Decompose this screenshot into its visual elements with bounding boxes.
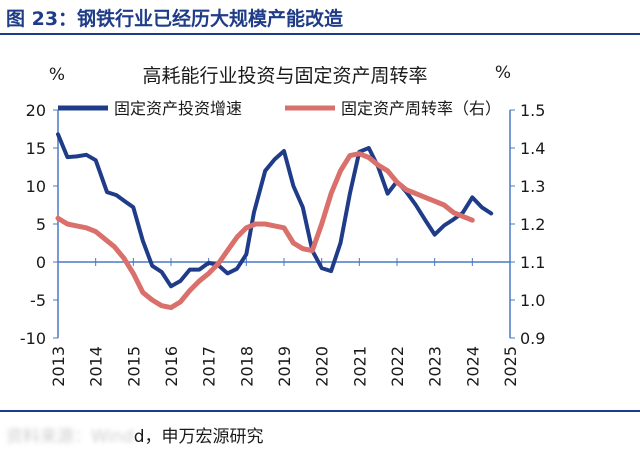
- legend: 固定资产投资增速 固定资产周转率（右）: [58, 99, 501, 118]
- left-tick-label: 20: [26, 101, 46, 120]
- x-tick-label: 2018: [237, 346, 256, 387]
- x-tick-label: 2023: [426, 346, 445, 387]
- figure-title: 图 23：钢铁行业已经历大规模产能改造: [6, 8, 344, 30]
- right-axis-unit: %: [495, 63, 511, 83]
- chart-title: 高耗能行业投资与固定资产周转率: [142, 65, 427, 87]
- left-tick-label: -10: [20, 329, 46, 348]
- x-tick-label: 2025: [501, 346, 520, 387]
- right-tick-label: 0.9: [520, 329, 545, 348]
- series-line-turnover: [55, 151, 475, 311]
- left-tick-label: 5: [36, 215, 46, 234]
- series-line-investment: [56, 132, 494, 289]
- x-tick-label: 2015: [124, 346, 143, 387]
- x-tick-label: 2013: [49, 346, 68, 387]
- left-tick-label: 15: [26, 139, 46, 158]
- right-tick-label: 1.1: [520, 253, 545, 272]
- x-tick-label: 2022: [388, 346, 407, 387]
- left-tick-label: -5: [30, 291, 46, 310]
- legend-label-turnover: 固定资产周转率（右）: [341, 99, 501, 118]
- left-tick-label: 10: [26, 177, 46, 196]
- top-divider: [0, 33, 640, 35]
- x-tick-label: 2017: [200, 346, 219, 387]
- bottom-divider: [0, 410, 640, 412]
- chart-svg: 高耗能行业投资与固定资产周转率 % % 固定资产投资增速 固定资产周转率（右） …: [20, 63, 546, 387]
- series-group: [55, 132, 494, 311]
- source-obscured: 资料来源：Wind: [6, 427, 134, 447]
- right-tick-label: 1.0: [520, 291, 545, 310]
- x-tick-label: 2019: [275, 346, 294, 387]
- x-tick-label: 2020: [313, 346, 332, 387]
- x-tick-label: 2016: [162, 346, 181, 387]
- right-tick-label: 1.4: [520, 139, 545, 158]
- x-tick-label: 2014: [87, 346, 106, 387]
- right-tick-label: 1.5: [520, 101, 545, 120]
- x-tick-label: 2021: [350, 346, 369, 387]
- right-tick-label: 1.2: [520, 215, 545, 234]
- legend-label-investment: 固定资产投资增速: [114, 99, 242, 118]
- x-tick-label: 2024: [463, 346, 482, 387]
- right-tick-label: 1.3: [520, 177, 545, 196]
- left-axis-unit: %: [49, 65, 65, 85]
- source-text: d，申万宏源研究: [133, 427, 264, 447]
- left-tick-label: 0: [36, 253, 46, 272]
- source-note: 资料来源：Windd，申万宏源研究: [6, 422, 264, 447]
